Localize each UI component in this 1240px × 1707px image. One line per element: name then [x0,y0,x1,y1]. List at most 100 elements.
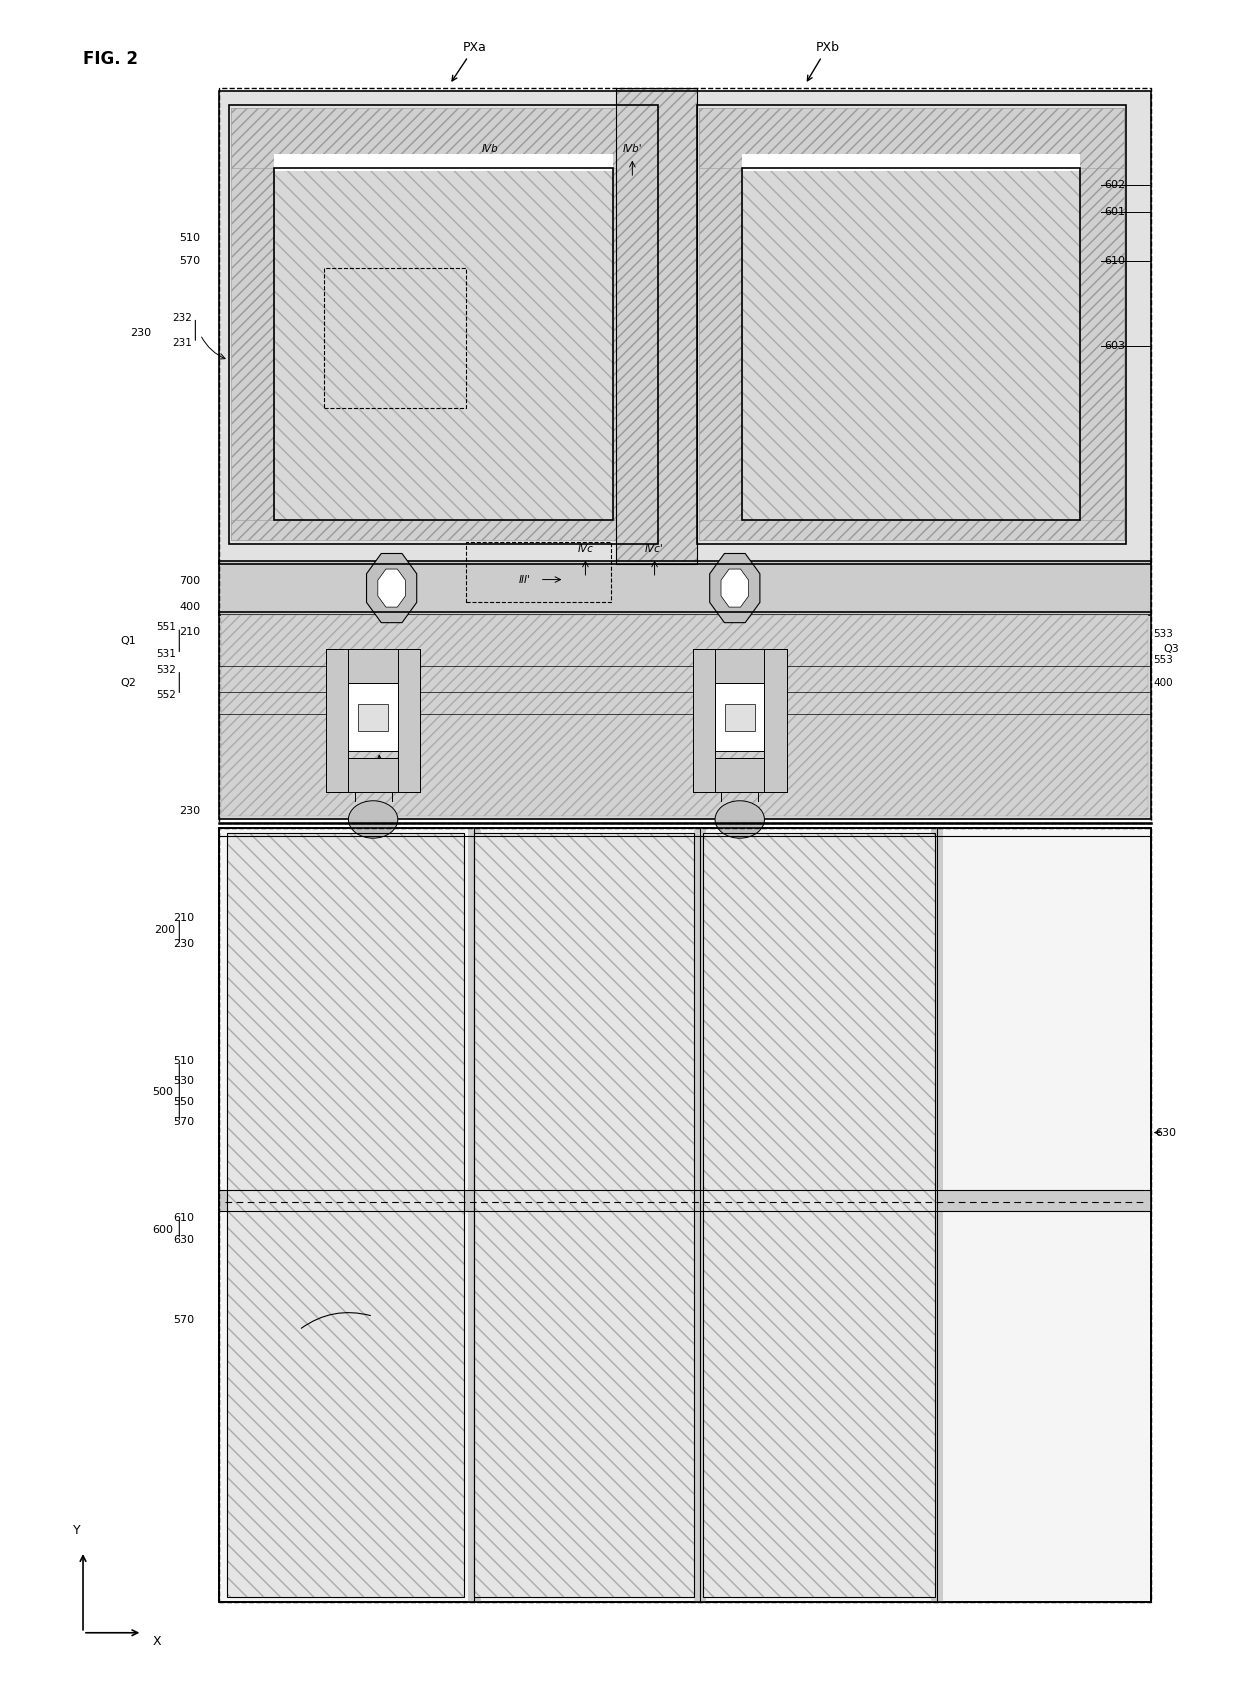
Text: 600: 600 [153,1224,174,1234]
Text: 532: 532 [156,664,176,674]
Text: IVc: IVc [578,545,594,555]
Text: X: X [153,1635,161,1647]
Text: PXa: PXa [453,41,486,80]
Text: 531: 531 [156,649,176,659]
Bar [326,649,348,792]
Bar [764,649,786,792]
Bar [358,703,388,731]
Text: 550: 550 [174,1098,195,1106]
Bar [326,649,420,683]
Text: 700: 700 [179,577,201,586]
Bar [715,683,764,751]
Text: 630: 630 [1156,1128,1177,1137]
Ellipse shape [348,801,398,838]
Bar [218,828,1151,1603]
Bar [1080,108,1123,541]
Bar [703,833,935,1598]
Ellipse shape [715,801,764,838]
Bar [703,833,935,1598]
Bar [218,87,1151,823]
Bar [613,108,656,541]
Text: 570: 570 [179,256,201,266]
Text: 552: 552 [156,690,176,700]
Text: IVb: IVb [482,143,498,154]
Text: Q2: Q2 [120,678,136,688]
Bar [616,87,697,565]
Text: 570: 570 [174,1314,195,1325]
Text: 603: 603 [1104,341,1125,352]
Text: 231: 231 [172,338,192,348]
Text: 500: 500 [153,1087,174,1096]
Bar [218,611,1151,819]
Bar [699,521,1123,541]
Bar [398,649,420,792]
Bar [697,104,1126,545]
Bar [699,108,1123,167]
Text: Q3: Q3 [1163,644,1179,654]
Bar [693,758,786,792]
Bar [274,167,613,521]
Bar [743,154,1080,171]
Text: 553: 553 [1153,654,1173,664]
Text: 400: 400 [1153,678,1173,688]
Bar [274,167,613,521]
Text: 630: 630 [174,1234,195,1244]
Bar [324,268,466,408]
Text: 551: 551 [156,623,176,632]
Bar [227,833,465,1598]
Bar [221,615,1148,816]
Bar [694,828,707,1603]
Bar [274,154,613,171]
Bar [231,108,274,541]
Bar [227,833,465,1598]
Text: 400: 400 [179,603,201,611]
Bar [699,108,743,541]
Text: 510: 510 [174,1057,195,1067]
Text: IVb': IVb' [622,143,642,154]
Text: III: III [392,288,401,299]
Bar [224,620,1145,811]
Bar [218,828,1151,1603]
Text: 533: 533 [1153,628,1173,638]
Bar [725,703,755,731]
Bar [218,90,1151,565]
Text: IVa: IVa [277,353,293,364]
Text: 210: 210 [179,626,201,637]
Text: Q1: Q1 [120,635,136,645]
Text: III': III' [518,575,531,584]
Bar [326,758,420,792]
Bar [231,108,656,167]
Text: PXb: PXb [807,41,839,80]
Text: 610: 610 [174,1212,195,1222]
Text: 230: 230 [179,806,201,816]
Text: 601: 601 [1104,207,1125,217]
Text: 232: 232 [172,312,192,323]
Bar [469,828,481,1603]
Text: 230: 230 [130,328,151,338]
Bar [231,521,656,541]
Text: 570: 570 [174,1118,195,1127]
Bar [348,683,398,751]
Bar [693,649,715,792]
Bar [228,104,658,545]
Bar [743,167,1080,521]
Text: 602: 602 [1104,179,1125,189]
Bar [218,1190,1151,1210]
Bar [475,833,694,1598]
Text: 530: 530 [174,1077,195,1086]
Text: FIG. 2: FIG. 2 [83,51,138,68]
Bar [693,649,786,683]
Text: 210: 210 [174,913,195,923]
Text: 230: 230 [174,939,195,949]
Bar [218,90,1151,565]
Bar [475,833,694,1598]
Text: 200: 200 [155,925,176,935]
Text: 610: 610 [1104,256,1125,266]
Text: 510: 510 [180,232,201,242]
Bar [616,87,697,565]
Bar [931,828,944,1603]
Text: IVa': IVa' [370,737,388,748]
Bar [218,828,1151,1603]
Text: IVc': IVc' [645,545,663,555]
Bar [743,167,1080,521]
